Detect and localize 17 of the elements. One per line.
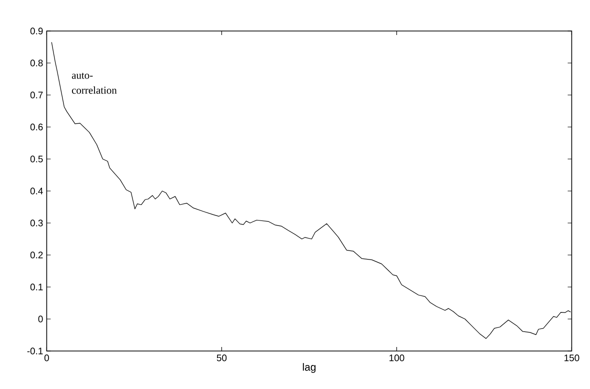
y-tick-label: 0.1 <box>30 284 43 290</box>
x-tick-label: 150 <box>564 354 580 362</box>
y-tick-label: -0.1 <box>27 348 43 354</box>
x-tick-label: 100 <box>390 354 404 362</box>
y-tick-label: 0 <box>38 316 43 322</box>
x-tick-label: 0 <box>44 354 49 362</box>
y-tick-label: 0.8 <box>30 60 43 66</box>
y-tick-label: 0.5 <box>30 156 43 162</box>
y-tick-label: 0.9 <box>30 28 43 34</box>
y-tick-label: 0.2 <box>30 252 43 258</box>
y-tick-label: 0.7 <box>30 92 43 98</box>
annotation: auto-correlation <box>72 72 117 94</box>
x-tick-label: 50 <box>216 354 227 362</box>
y-tick-label: 0.3 <box>30 220 43 226</box>
y-tick-label: 0.6 <box>30 124 43 130</box>
x-axis-title: lag <box>302 363 316 373</box>
y-tick-label: 0.4 <box>30 188 43 194</box>
